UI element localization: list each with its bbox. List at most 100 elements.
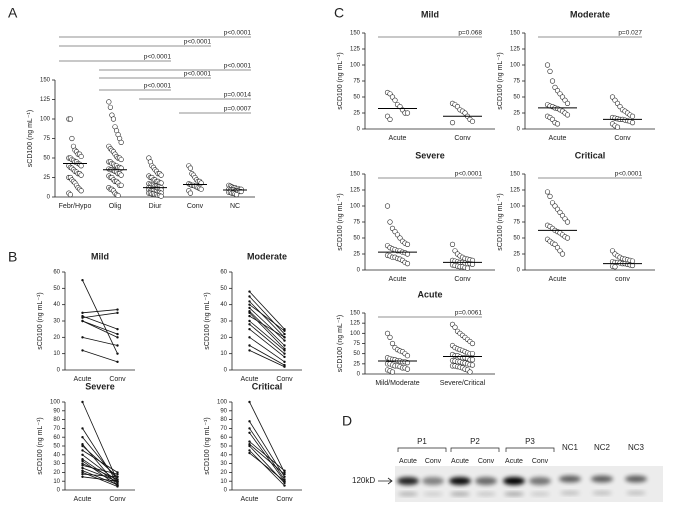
x-tick-label: Conv — [614, 135, 631, 142]
paired-line — [82, 470, 118, 486]
pair-point — [248, 451, 251, 455]
blot-band — [475, 477, 497, 485]
y-tick-label: 25 — [353, 361, 360, 367]
pair-point — [116, 327, 119, 331]
y-axis-label: sCD100 (ng mL⁻¹) — [204, 417, 211, 474]
blot-band-faint — [626, 491, 646, 495]
control-label: NC1 — [562, 443, 579, 452]
pair-point — [248, 327, 251, 331]
y-tick-label: 60 — [53, 270, 60, 276]
y-tick-label: 150 — [350, 311, 361, 317]
y-tick-label: 70 — [53, 426, 60, 432]
pair-point — [116, 352, 119, 355]
pair-point — [116, 332, 119, 336]
y-tick-label: 75 — [513, 79, 520, 85]
data-point — [384, 203, 391, 209]
group-bracket — [397, 447, 447, 452]
p-value: p<0.0001 — [224, 30, 252, 37]
data-point — [612, 264, 618, 270]
pair-point — [248, 344, 251, 347]
pair-point — [248, 300, 251, 303]
data-point — [564, 235, 571, 241]
data-point — [564, 219, 571, 225]
pair-point — [248, 349, 251, 352]
pair-point — [116, 311, 119, 315]
blot-band-faint — [423, 492, 443, 496]
paired-line — [82, 428, 118, 484]
paired-line — [82, 476, 118, 482]
pair-point — [283, 339, 286, 342]
y-tick-label: 25 — [43, 175, 50, 181]
paired-line — [82, 279, 118, 354]
data-point — [544, 189, 551, 195]
marker-arrow — [378, 477, 393, 485]
control-label: NC2 — [594, 443, 611, 452]
x-tick-label: Acute — [389, 276, 407, 283]
paired-line — [249, 291, 285, 330]
y-tick-label: 50 — [220, 444, 227, 450]
pair-point — [116, 480, 119, 483]
pair-point — [283, 355, 286, 359]
chart-title: Severe — [415, 150, 445, 160]
chart-title: Moderate — [247, 251, 287, 261]
x-tick-label: Acute — [241, 376, 259, 383]
y-tick-label: 100 — [350, 331, 361, 337]
pair-point — [248, 336, 251, 339]
data-point — [629, 119, 636, 126]
y-tick-label: 50 — [43, 156, 50, 162]
data-point — [404, 110, 411, 116]
pair-point — [81, 458, 84, 461]
y-axis-label: sCD100 (ng mL⁻¹) — [337, 315, 344, 372]
pair-point — [116, 481, 119, 485]
pair-point — [116, 485, 119, 488]
data-point — [78, 163, 84, 169]
pair-point — [248, 314, 251, 318]
data-point — [547, 68, 553, 74]
chart-title: Acute — [417, 289, 442, 299]
data-point — [404, 353, 411, 359]
blot-band — [503, 477, 525, 485]
y-tick-label: 40 — [220, 452, 227, 458]
paired-line — [249, 428, 285, 480]
p-value: p<0.0001 — [455, 171, 483, 178]
group-bracket — [450, 447, 500, 452]
paired-line — [82, 463, 118, 480]
data-point — [392, 97, 398, 103]
pair-point — [81, 466, 84, 470]
y-tick-label: 125 — [350, 188, 361, 194]
pair-point — [283, 481, 286, 485]
y-tick-label: 125 — [350, 47, 361, 53]
chart-title: Moderate — [570, 9, 610, 19]
p-value: p=0.0061 — [455, 310, 483, 317]
pair-point — [116, 308, 119, 311]
blot-band-faint — [592, 491, 612, 495]
p-value: p=0.0014 — [224, 92, 252, 99]
y-tick-label: 90 — [53, 408, 60, 414]
y-tick-label: 60 — [220, 270, 227, 276]
paired-line — [249, 320, 285, 351]
paired-line — [249, 450, 285, 486]
y-tick-label: 25 — [353, 252, 360, 258]
pair-point — [248, 443, 251, 446]
y-tick-label: 0 — [57, 488, 61, 494]
y-axis-label: sCD100 (ng mL⁻¹) — [337, 52, 344, 109]
data-point — [387, 116, 393, 122]
data-point — [389, 340, 396, 347]
y-tick-label: 20 — [220, 335, 227, 341]
data-point — [547, 193, 553, 199]
pair-point — [283, 480, 286, 483]
paired-line — [82, 320, 118, 335]
y-tick-label: 20 — [53, 470, 60, 476]
y-axis-label: sCD100 (ng mL⁻¹) — [37, 417, 44, 474]
pair-point — [283, 484, 286, 487]
data-point — [387, 334, 393, 341]
pair-point — [81, 462, 84, 465]
lane-label: Acute — [451, 458, 469, 465]
y-tick-label: 0 — [47, 195, 51, 201]
x-tick-label: Conv — [454, 276, 471, 283]
x-tick-label: Conv — [109, 376, 126, 383]
y-tick-label: 25 — [353, 111, 360, 117]
paired-line — [249, 421, 285, 478]
data-point — [404, 366, 411, 372]
y-tick-label: 30 — [53, 461, 60, 467]
